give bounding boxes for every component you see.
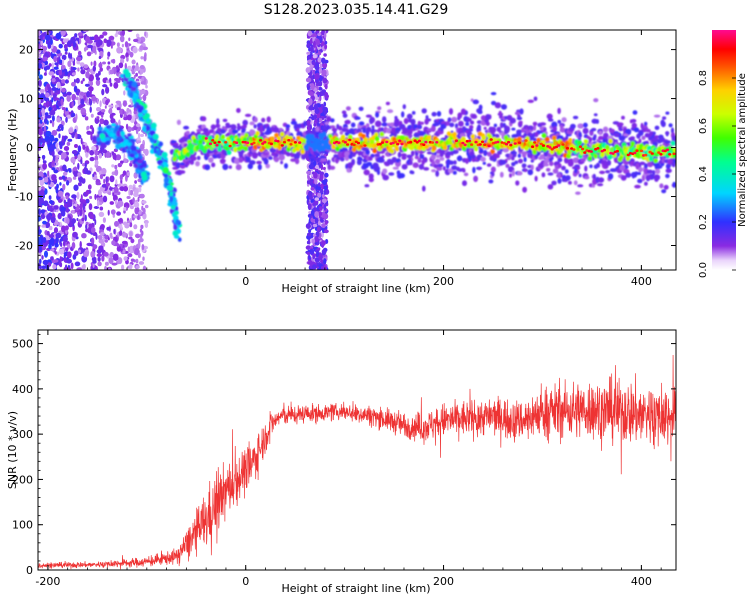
colorbar-label: Normalized spectral amplitude (737, 73, 748, 227)
snr-frame (37, 329, 677, 571)
spectrogram-ytick-label: -20 (15, 240, 33, 253)
snr-ytick-label: 300 (12, 428, 33, 441)
chart-title: S128.2023.035.14.41.G29 (264, 2, 449, 18)
colorbar-tick-label: 0.8 (698, 70, 709, 86)
spectrogram-frame (37, 29, 677, 271)
snr-series-line (38, 354, 676, 570)
snr-area (38, 354, 676, 570)
colorbar-tick-label: 0.6 (698, 118, 709, 134)
spectrogram-xtick-label: 400 (631, 275, 652, 288)
spectrogram-ytick-label: 0 (26, 142, 33, 155)
spectrogram-area (38, 30, 676, 270)
spectrogram-ticks: -200 0 200 400 -20 -10 0 10 20 (15, 29, 676, 288)
spectrogram-xlabel: Height of straight line (km) (281, 282, 430, 295)
colorbar-tick-label: 0.2 (698, 214, 709, 230)
snr-ylabel: SNR (10 * v/v) (6, 411, 19, 489)
colorbar: 0.0 0.2 0.4 0.6 0.8 Normalized spectral ampl… (698, 30, 748, 278)
snr-ytick-label: 200 (12, 473, 33, 486)
spectrogram-xtick-label: 200 (433, 275, 454, 288)
colorbar-gradient (712, 30, 736, 270)
colorbar-ticks: 0.0 0.2 0.4 0.6 0.8 (698, 70, 736, 278)
snr-ytick-label: 400 (12, 383, 33, 396)
spectrogram-ytick-label: 10 (19, 93, 33, 106)
colorbar-tick-label: 0.4 (698, 166, 709, 182)
snr-xtick-label: 200 (433, 575, 454, 588)
spectrogram-background-speckle (38, 30, 149, 270)
spectrogram-xtick-label: 0 (242, 275, 249, 288)
spectrogram-secondary-branch (91, 123, 151, 186)
spectrogram-xtick-label: -200 (35, 275, 60, 288)
spectrogram-descending-branch (119, 68, 183, 242)
spectrogram-main-trace-core (204, 137, 676, 157)
spectrogram-ylabel: Frequency (Hz) (6, 109, 19, 192)
snr-xlabel: Height of straight line (km) (281, 582, 430, 595)
spectrogram-ytick-label: -10 (15, 191, 33, 204)
snr-xtick-label: 400 (631, 575, 652, 588)
snr-ytick-label: 100 (12, 519, 33, 532)
spectrogram-ytick-label: 20 (19, 44, 33, 57)
snr-ytick-label: 0 (26, 564, 33, 577)
snr-xtick-label: 0 (242, 575, 249, 588)
snr-xtick-label: -200 (35, 575, 60, 588)
snr-ytick-label: 500 (12, 338, 33, 351)
colorbar-tick-label: 0.0 (698, 262, 709, 278)
spectrogram-panel: -200 0 200 400 -20 -10 0 10 20 Height of straigh… (6, 29, 677, 295)
